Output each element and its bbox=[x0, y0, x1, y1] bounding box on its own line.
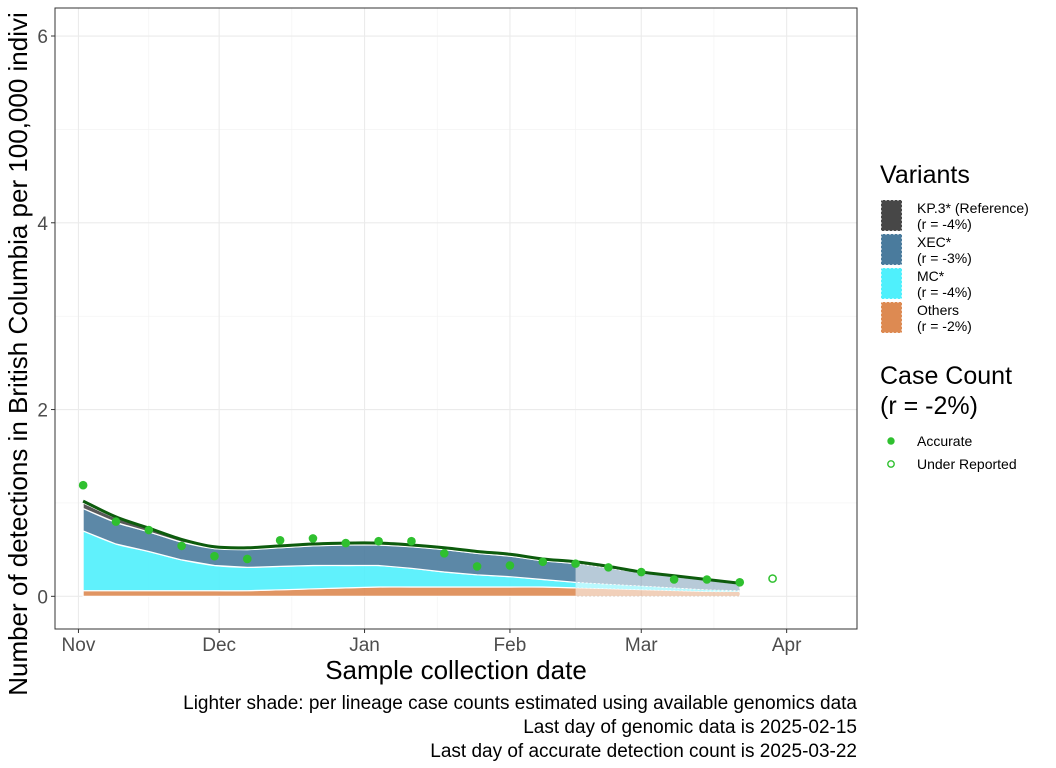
accurate-point bbox=[439, 549, 449, 558]
accurate-point bbox=[636, 567, 646, 577]
legend-swatch bbox=[880, 267, 903, 300]
legend-variants-title: Variants bbox=[880, 161, 970, 189]
legend-under-reported-marker bbox=[887, 460, 895, 468]
legend-variant-rate: (r = -4%) bbox=[917, 216, 972, 232]
legend-variant-rate: (r = -3%) bbox=[917, 250, 972, 266]
legend-variant-name: KP.3* (Reference) bbox=[917, 200, 1029, 216]
accurate-point bbox=[111, 517, 121, 526]
x-tick-label: Nov bbox=[62, 635, 96, 656]
area-others-estimated bbox=[575, 587, 741, 597]
x-axis-title: Sample collection date bbox=[325, 655, 587, 685]
accurate-point bbox=[177, 541, 186, 551]
caption-line-2: Last day of genomic data is 2025-02-15 bbox=[523, 717, 857, 738]
accurate-point bbox=[407, 536, 416, 546]
x-tick-label: Mar bbox=[625, 635, 658, 656]
legend-variant-rate: (r = -2%) bbox=[917, 318, 972, 334]
variant-legend-items: KP.3* (Reference)(r = -4%)XEC*(r = -3%)M… bbox=[880, 199, 1029, 334]
legend-variant-name: MC* bbox=[917, 268, 945, 284]
accurate-point bbox=[275, 535, 285, 545]
accurate-point bbox=[308, 534, 318, 543]
accurate-point bbox=[538, 557, 548, 567]
plot-background bbox=[55, 8, 857, 629]
accurate-point bbox=[735, 578, 745, 587]
under-reported-point bbox=[768, 574, 777, 583]
accurate-point bbox=[472, 562, 482, 571]
accurate-point bbox=[702, 575, 712, 584]
case-count-points bbox=[78, 480, 777, 587]
legend-variant-rate: (r = -4%) bbox=[917, 284, 972, 300]
case-legend-items: Accurate Under Reported bbox=[887, 433, 1017, 472]
caption-line-1: Lighter shade: per lineage case counts e… bbox=[183, 693, 857, 714]
legend-variant-name: XEC* bbox=[917, 234, 952, 250]
y-axis-title: Number of detections in British Columbia… bbox=[3, 12, 33, 696]
y-tick-label: 2 bbox=[37, 401, 48, 422]
accurate-point bbox=[242, 554, 252, 564]
legend-swatch bbox=[880, 301, 903, 334]
accurate-point bbox=[78, 480, 88, 490]
legend-swatch bbox=[880, 199, 903, 232]
accurate-point bbox=[341, 538, 351, 548]
x-tick-label: Feb bbox=[494, 635, 527, 656]
grid-lines bbox=[55, 8, 857, 629]
caption-line-3: Last day of accurate detection count is … bbox=[430, 741, 857, 762]
accurate-point bbox=[144, 525, 154, 535]
area-xec-estimated bbox=[575, 563, 741, 592]
legend-variant-name: Others bbox=[917, 302, 959, 318]
y-tick-label: 4 bbox=[37, 214, 48, 235]
plot-panel-border bbox=[54, 7, 858, 630]
x-tick-label: Dec bbox=[202, 635, 236, 656]
legend-case-title-line1: Case Count bbox=[880, 362, 1012, 390]
legend-case-label: Accurate bbox=[917, 433, 972, 449]
accurate-point bbox=[669, 575, 679, 584]
legend-case-label: Under Reported bbox=[917, 456, 1017, 472]
axis-ticks: 0 2 4 6 Nov Dec Jan Feb Mar Apr bbox=[37, 27, 802, 656]
accurate-point bbox=[604, 563, 613, 572]
legend-swatch bbox=[880, 233, 903, 266]
accurate-point bbox=[374, 536, 383, 546]
legend-accurate-marker bbox=[887, 437, 895, 445]
y-tick-label: 0 bbox=[37, 587, 48, 608]
accurate-point bbox=[505, 561, 515, 570]
x-tick-label: Apr bbox=[772, 635, 802, 656]
captions: Lighter shade: per lineage case counts e… bbox=[183, 693, 857, 762]
legend-case-title-line2: (r = -2%) bbox=[880, 392, 978, 420]
accurate-point bbox=[210, 551, 219, 561]
accurate-point bbox=[571, 559, 580, 568]
x-tick-label: Jan bbox=[349, 635, 380, 656]
legend: Variants KP.3* (Reference)(r = -4%)XEC*(… bbox=[880, 161, 1029, 472]
y-tick-label: 6 bbox=[37, 27, 48, 48]
